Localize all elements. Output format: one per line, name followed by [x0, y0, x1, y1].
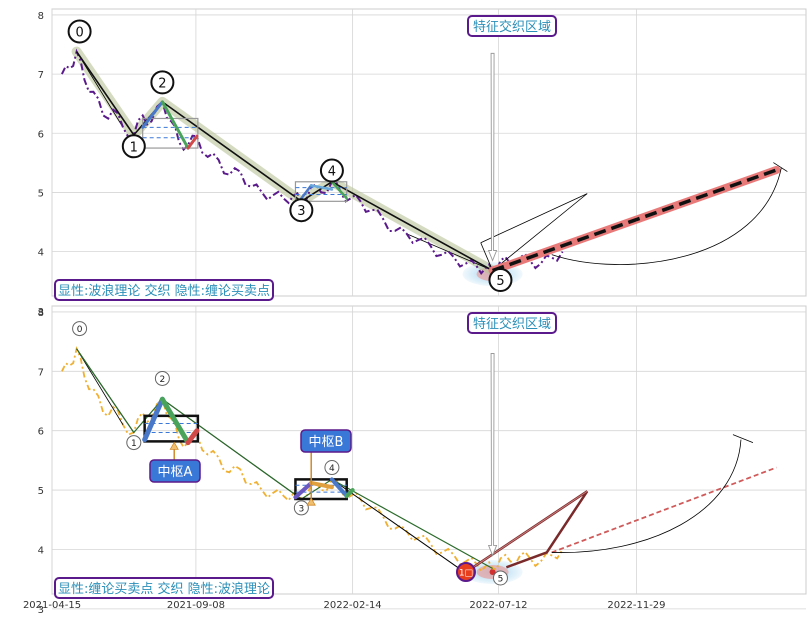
pivot-pointer-head: [169, 441, 179, 450]
wave-segment: [309, 184, 334, 191]
bottom-panel-label: 显性:缠论买卖点 交织 隐性:波浪理论: [58, 581, 270, 597]
wave-segment: [329, 477, 349, 499]
pivot-label-a-box: [149, 459, 201, 483]
pivot-label-b: 中枢B: [309, 435, 344, 450]
y-tick-label: 7: [38, 70, 44, 81]
projection-line: [491, 168, 778, 273]
triangle-edge: [492, 193, 588, 271]
y-tick-label: 3: [38, 605, 44, 616]
price-line: [61, 48, 564, 275]
wave-segment: [141, 100, 164, 129]
y-tick-label: 4: [38, 545, 44, 556]
wave-label: 1: [130, 140, 138, 155]
annotation-arrow: [487, 353, 498, 557]
y-tick-label: 5: [38, 188, 44, 199]
pivot-pointer-head: [306, 497, 316, 506]
wave-label-circle: [150, 70, 175, 95]
intersect-dot: [489, 569, 496, 576]
arc-tick: [732, 434, 754, 443]
wave-label: 4: [329, 464, 335, 474]
annotation-arrow: [487, 52, 498, 262]
y-tick-label: 8: [38, 11, 44, 22]
wave-path: [75, 51, 493, 272]
wave-label: 5: [496, 274, 504, 289]
panel-frame: [51, 305, 807, 595]
top-annotation-label: 特征交织区域: [473, 19, 551, 35]
wave-label-circle: [289, 198, 314, 223]
x-tick-label: 2021-09-08: [167, 600, 225, 611]
wave-label: 3: [298, 504, 304, 514]
top-annotation-label-box: [467, 15, 557, 37]
wave-segment: [160, 100, 190, 150]
projection-line: [551, 466, 777, 554]
wave-label-circle: [319, 158, 344, 183]
y-tick-label: 6: [38, 427, 44, 438]
buy-zig-inner: [465, 490, 588, 573]
x-tick-label: 2022-07-12: [469, 600, 527, 611]
triangle-edge: [480, 193, 588, 244]
bottom-panel-label-box: [54, 577, 274, 599]
arc-curve: [551, 439, 742, 553]
buy-point-marker: [455, 562, 476, 583]
wave-segment: [293, 480, 314, 500]
arc-curve: [551, 167, 782, 265]
pivot-box-1: [294, 478, 348, 501]
wave-label-circle: [154, 370, 170, 386]
wave-segment: [185, 428, 200, 446]
top-panel-label: 显性:波浪理论 交织 隐性:缠论买卖点: [58, 283, 270, 299]
wave-label-circle: [488, 268, 513, 293]
corrective-line: [331, 478, 467, 574]
buy-point-label: 1□: [459, 569, 473, 579]
bottom-annotation-label: 特征交织区域: [473, 316, 551, 332]
panel-frame: [51, 8, 807, 297]
y-tick-label: 8: [38, 308, 44, 319]
x-tick-label: 2022-11-29: [607, 600, 665, 611]
y-tick-label: 3: [38, 307, 44, 318]
pivot-label-b-box: [300, 429, 352, 453]
wave-segment: [309, 480, 334, 490]
y-tick-label: 5: [38, 486, 44, 497]
wave-label: 4: [328, 165, 336, 180]
wave-label-circle: [67, 19, 92, 44]
wave-label-circle: [72, 321, 88, 337]
x-tick-label: 2021-04-15: [23, 600, 81, 611]
wave-label-circle: [293, 500, 309, 516]
pivot-box-top-b: [294, 181, 348, 202]
wave-label-circle: [324, 460, 340, 476]
wave-label-circle: [121, 134, 146, 159]
y-tick-label: 4: [38, 248, 44, 259]
y-tick-label: 6: [38, 129, 44, 140]
wave-segment: [142, 396, 165, 443]
corrective-line: [76, 348, 124, 425]
wave-segment: [159, 396, 191, 446]
wave-label: 3: [297, 204, 305, 219]
wave-label-circle: [492, 570, 508, 586]
wave-label: 5: [498, 574, 504, 584]
wave-label-circle: [126, 435, 142, 451]
triangle-edge: [480, 242, 493, 271]
top-panel-label-box: [54, 279, 274, 301]
wave-segment: [300, 184, 313, 200]
arc-tick: [773, 162, 788, 172]
wave-label: 2: [158, 76, 166, 91]
pivot-label-a: 中枢A: [158, 465, 193, 480]
wave-segment: [330, 180, 348, 200]
wave-label: 2: [160, 375, 166, 385]
wave-label: 0: [77, 325, 83, 335]
x-tick-label: 2022-02-14: [324, 600, 382, 611]
wave-segment: [186, 134, 199, 150]
wave-label: 0: [75, 25, 83, 40]
y-tick-label: 7: [38, 367, 44, 378]
wave-segment: [344, 488, 355, 499]
bottom-annotation-label-box: [467, 312, 557, 334]
wave-label: 1: [131, 439, 137, 449]
wave-path: [76, 348, 493, 570]
